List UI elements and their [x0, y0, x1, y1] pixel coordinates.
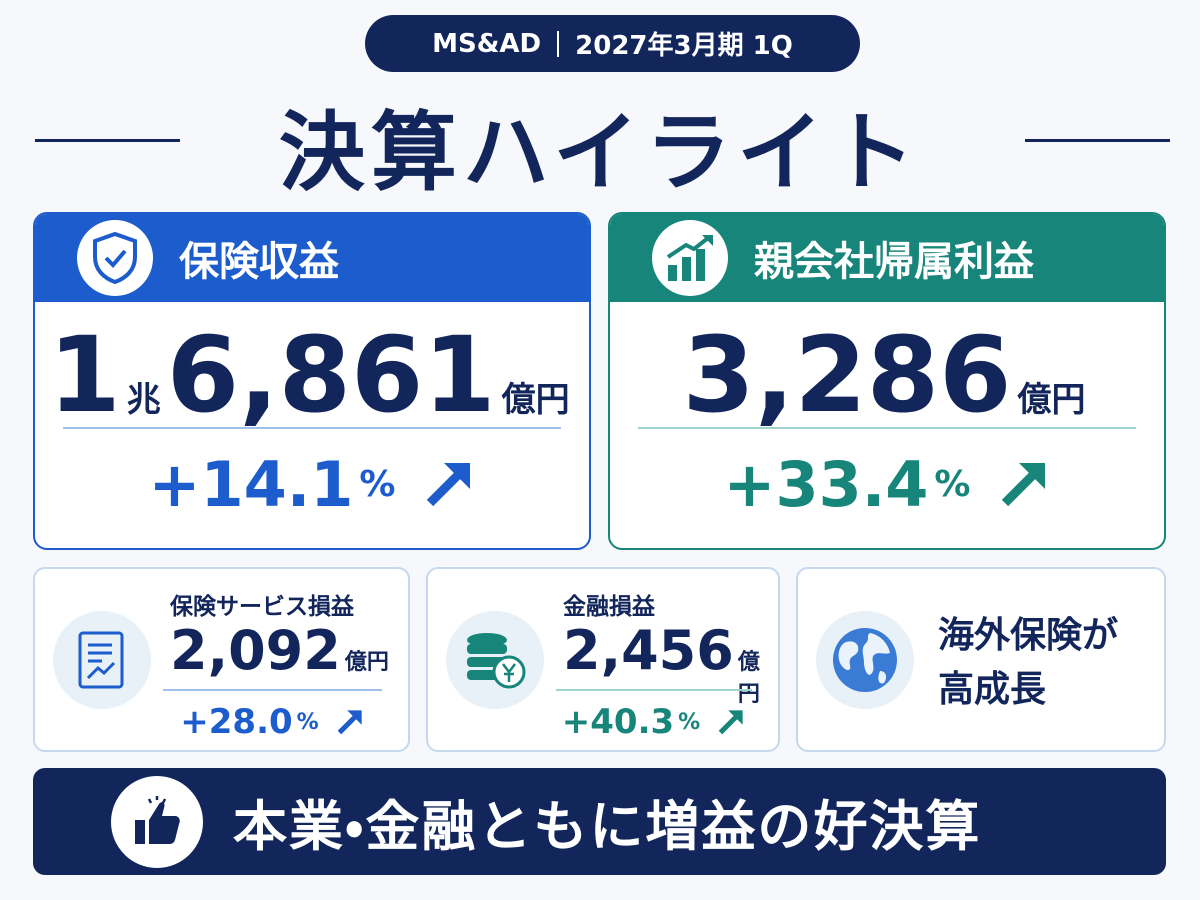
change-unit: %	[934, 463, 971, 505]
change: +33.4%	[610, 429, 1164, 539]
up-arrow	[426, 463, 470, 507]
note-line: 海外保険が	[938, 615, 1119, 656]
change-value: +33.4	[723, 447, 929, 521]
value-number: 1	[48, 314, 121, 436]
title-rule	[35, 139, 180, 142]
icon	[53, 611, 151, 709]
value-number: 3,286	[682, 314, 1012, 436]
card-title: 保険収益	[179, 239, 339, 285]
icon	[111, 775, 203, 868]
value: 2,456 億円	[563, 619, 778, 708]
value: 1 兆 6,861 億円	[35, 302, 589, 436]
thumbs-up-icon	[135, 795, 180, 844]
title-rule	[1025, 139, 1170, 142]
divider	[556, 689, 752, 691]
value-unit: 億円	[1017, 380, 1086, 420]
period: 2027年3月期 1Q	[575, 31, 793, 61]
change-unit: %	[296, 709, 319, 735]
sub-card: 海外保険が 高成長	[796, 567, 1166, 752]
change-unit: %	[678, 709, 701, 735]
up-arrow	[1001, 463, 1045, 507]
company: MS&AD	[432, 28, 542, 59]
change-value: +14.1	[148, 447, 354, 521]
divider	[63, 427, 561, 429]
shield-icon	[93, 231, 137, 285]
card-header: 保険収益	[35, 214, 589, 302]
change-unit: %	[359, 463, 396, 505]
globe-icon	[833, 628, 897, 692]
icon	[446, 611, 544, 709]
main-card: 親会社帰属利益 3,286 億円 +33.4%	[608, 212, 1166, 550]
note-line: 高成長	[938, 669, 1047, 710]
value: 2,092 億円	[170, 619, 389, 682]
change: +14.1%	[35, 429, 589, 539]
icon	[77, 220, 153, 296]
value: 3,286 億円	[610, 302, 1164, 436]
change: +28.0%	[163, 697, 382, 747]
sub-card: 保険サービス損益 2,092 億円 +28.0%	[33, 567, 410, 752]
coins-icon	[467, 633, 526, 689]
value-unit: 億円	[501, 380, 570, 420]
card-title: 親会社帰属利益	[754, 239, 1034, 285]
value-unit: 兆	[126, 380, 161, 420]
divider	[163, 689, 382, 691]
change-value: +40.3	[561, 702, 675, 742]
change-value: +28.0	[180, 702, 293, 742]
card-title: 金融損益	[563, 594, 655, 620]
icon	[652, 220, 728, 296]
up-arrow	[718, 710, 743, 735]
value-number: 2,092	[170, 619, 341, 682]
main-card: 保険収益 1 兆 6,861 億円 +14.1%	[33, 212, 591, 550]
value-unit: 億円	[737, 650, 760, 707]
banner-text: 本業・金融ともに増益の好決算	[233, 795, 982, 858]
divider	[638, 427, 1136, 429]
sub-card: 金融損益 2,456 億円 +40.3%	[426, 567, 780, 752]
conclusion-banner: 本業・金融ともに増益の好決算	[33, 768, 1166, 875]
change: +40.3%	[556, 697, 752, 747]
card-header: 親会社帰属利益	[610, 214, 1164, 302]
separator	[557, 30, 560, 57]
value-number: 2,456	[563, 619, 734, 682]
period-badge: MS&AD 2027年3月期 1Q	[365, 15, 860, 72]
report-icon	[78, 631, 124, 689]
card-title: 保険サービス損益	[170, 594, 354, 620]
value-unit: 億円	[344, 650, 389, 675]
icon	[816, 611, 914, 709]
up-arrow	[337, 710, 362, 735]
value-number: 6,861	[166, 314, 496, 436]
page-title: 決算ハイライト	[278, 103, 922, 203]
growth-icon	[666, 235, 713, 281]
note: 海外保険が 高成長	[938, 609, 1118, 717]
